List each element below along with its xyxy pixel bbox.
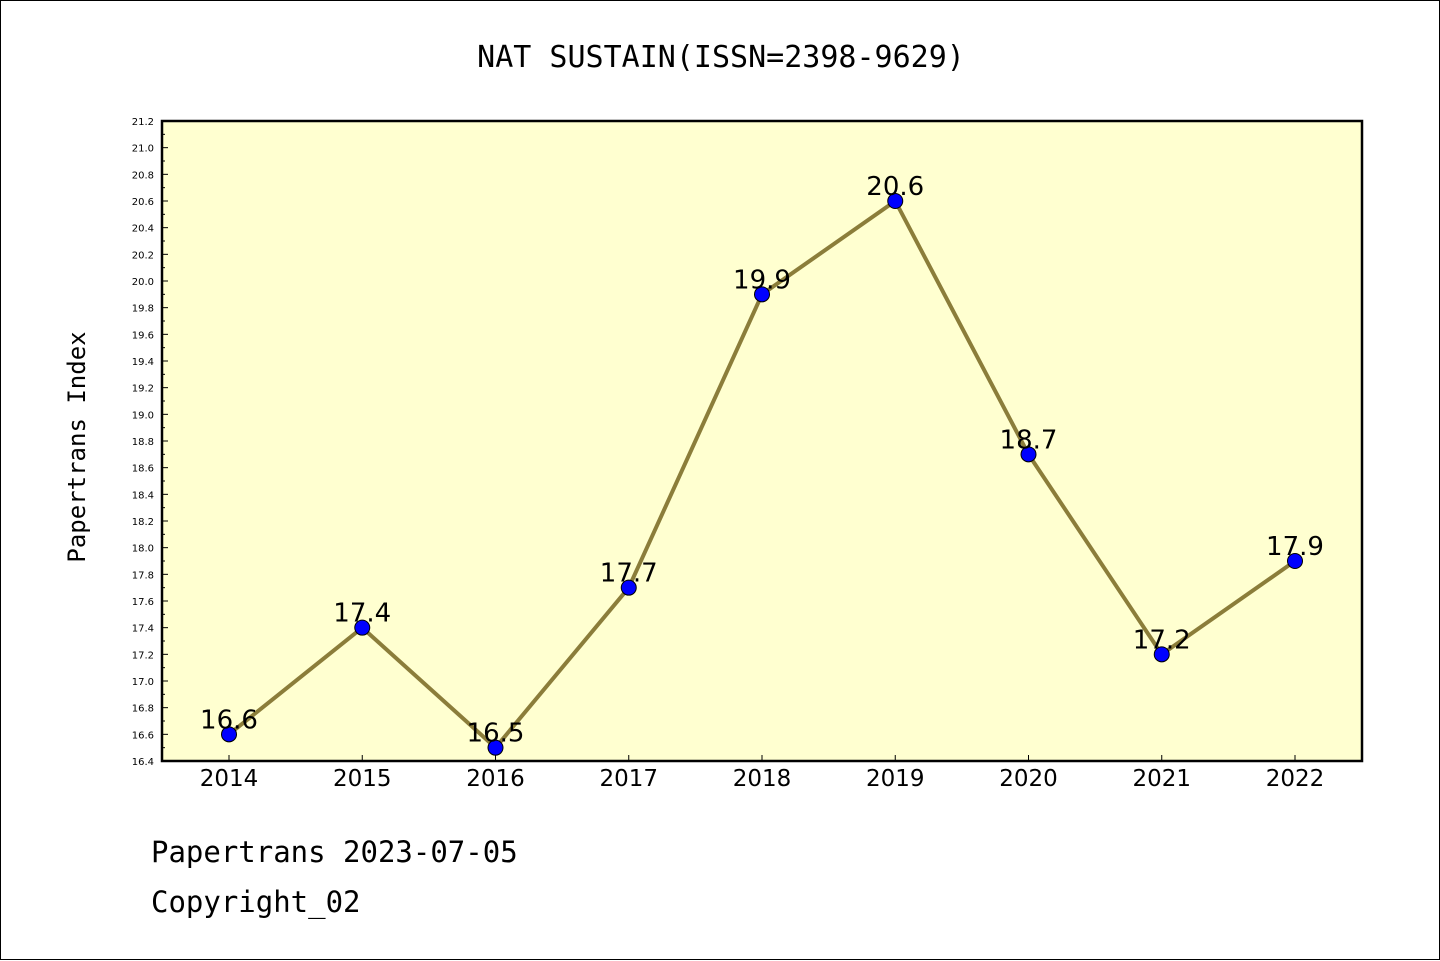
y-tick-label: 20.6 (132, 197, 154, 208)
data-point-marker (1153, 646, 1170, 663)
y-axis-ticks: 16.4 16.6 16.8 17.0 17.2 17.4 17.6 17.8 18.0 18.2… (132, 117, 168, 768)
y-tick-label: 21.0 (132, 144, 154, 155)
y-axis-label: Papertrans Index (63, 331, 91, 562)
data-markers (221, 193, 1303, 756)
data-point-marker (620, 579, 637, 596)
footer-date-line: Papertrans 2023-07-05 (151, 835, 518, 869)
x-tick-label: 2016 (466, 766, 525, 792)
data-point-marker (487, 739, 504, 756)
y-tick-label: 20.4 (132, 224, 154, 235)
y-tick-label: 19.8 (132, 304, 154, 315)
x-tick-label: 2022 (1266, 766, 1325, 792)
data-point-marker (887, 193, 904, 209)
y-tick-label: 18.4 (132, 490, 154, 501)
y-tick-label: 17.8 (132, 570, 154, 581)
y-tick-label: 16.8 (132, 704, 154, 715)
y-tick-label: 18.8 (132, 437, 154, 448)
x-tick-label: 2019 (866, 766, 925, 792)
y-tick-label: 17.0 (132, 677, 154, 688)
y-tick-label: 19.6 (132, 330, 154, 341)
data-value-label: 17.2 (1133, 625, 1191, 655)
y-tick-label: 18.6 (132, 464, 154, 475)
data-value-label: 18.7 (1000, 425, 1058, 455)
y-tick-label: 17.2 (132, 650, 154, 661)
y-tick-label: 19.2 (132, 384, 154, 395)
data-point-marker (1020, 446, 1037, 463)
data-point-marker (221, 726, 237, 743)
y-tick-label: 17.4 (132, 624, 154, 635)
data-value-label: 16.6 (200, 705, 258, 735)
y-tick-label: 21.2 (132, 117, 154, 128)
y-tick-label: 17.6 (132, 597, 154, 608)
data-value-label: 19.9 (733, 265, 791, 295)
y-tick-label: 18.2 (132, 517, 154, 528)
data-point-marker (354, 619, 371, 636)
data-labels: 16.6 17.4 16.5 17.7 19.9 20.6 18.7 17.2 17.9 (200, 172, 1324, 749)
y-tick-label: 16.4 (132, 757, 154, 768)
x-tick-label: 2021 (1132, 766, 1191, 792)
x-tick-label: 2020 (999, 766, 1058, 792)
x-tick-label: 2017 (599, 766, 658, 792)
x-axis-ticks: 2014 2015 2016 2017 2018 2019 2020 2021 2022 (200, 755, 1325, 792)
y-tick-label: 19.4 (132, 357, 154, 368)
data-value-label: 17.7 (600, 559, 658, 589)
y-tick-label: 20.2 (132, 250, 154, 261)
x-tick-label: 2015 (333, 766, 392, 792)
data-value-label: 20.6 (866, 172, 924, 202)
data-point-marker (1287, 553, 1303, 569)
x-tick-label: 2014 (200, 766, 259, 792)
chart-title: NAT SUSTAIN(ISSN=2398-9629) (477, 40, 965, 75)
y-tick-label: 19.0 (132, 410, 154, 421)
y-tick-label: 20.8 (132, 170, 154, 181)
y-tick-label: 18.0 (132, 544, 154, 555)
data-value-label: 17.4 (333, 599, 391, 629)
y-tick-label: 16.6 (132, 730, 154, 741)
plot-area (160, 119, 1364, 763)
data-value-label: 17.9 (1266, 532, 1324, 562)
footer-copyright-line: Copyright_02 (151, 885, 361, 919)
y-tick-label: 20.0 (132, 277, 154, 288)
x-tick-label: 2018 (733, 766, 792, 792)
data-value-label: 16.5 (467, 719, 525, 749)
data-point-marker (754, 286, 770, 303)
